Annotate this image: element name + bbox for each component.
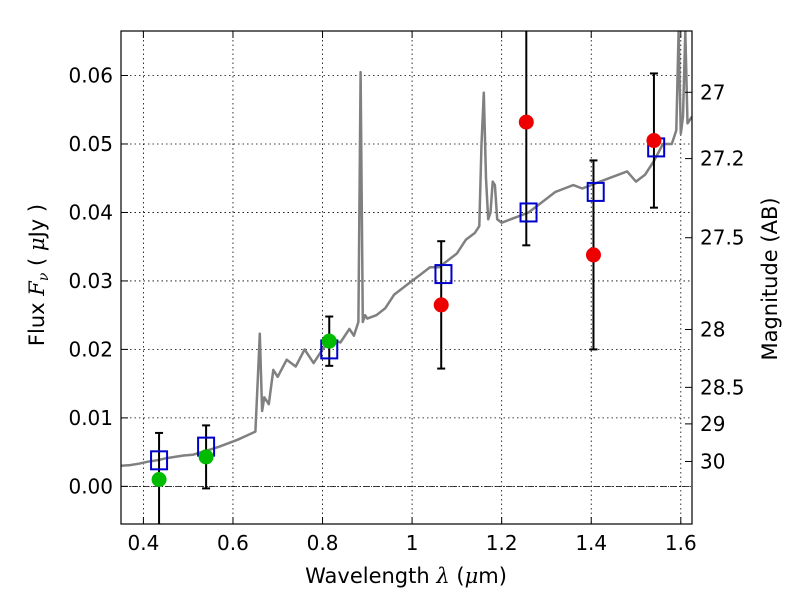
y-axis-label: Flux Fν ( μJy ): [25, 204, 52, 346]
green-data-point: [198, 449, 214, 465]
x-tick-label: 1.2: [486, 531, 518, 555]
x-tick-label: 1.4: [575, 531, 607, 555]
x-axis-label: Wavelength λ (μm): [305, 564, 507, 588]
model-square-point: [586, 181, 605, 202]
green-data-point: [321, 333, 337, 349]
y2-tick-label: 27.2: [700, 147, 745, 171]
y-tick-label: 0.01: [68, 406, 113, 430]
y-tick-label: 0.05: [68, 132, 113, 156]
x-tick-label: 1.6: [665, 531, 697, 555]
y2-tick-label: 30: [700, 449, 725, 473]
y-tick-label: 0.04: [68, 200, 113, 224]
ticks: 0.4 0.6 0.8 1 1.2 1.4 1.6 0.00 0.01 0.02 0.03 0.04 0…: [68, 31, 745, 555]
model-square-point: [150, 450, 169, 471]
plot-area: [121, 31, 692, 524]
y-tick-label: 0.00: [68, 474, 113, 498]
x-tick-label: 0.6: [217, 531, 249, 555]
x-tick-label: 1: [406, 531, 419, 555]
y2-axis-label: Magnitude (AB): [758, 197, 782, 360]
red-data-point: [433, 297, 449, 313]
y2-tick-label: 29: [700, 412, 725, 436]
red-data-point: [585, 247, 601, 263]
x-tick-label: 0.8: [307, 531, 339, 555]
axes-box: [120, 30, 693, 525]
x-tick-label: 0.4: [127, 531, 159, 555]
red-data-point: [646, 133, 662, 149]
y-tick-label: 0.02: [68, 337, 113, 361]
y2-tick-label: 27.5: [700, 226, 745, 250]
y2-tick-label: 28: [700, 317, 725, 341]
y2-tick-label: 27: [700, 80, 725, 104]
axes-frame: [120, 30, 693, 525]
spectrum-line: [121, 31, 692, 468]
y-tick-label: 0.03: [68, 269, 113, 293]
model-square-point: [519, 202, 538, 223]
model-square-point: [434, 264, 453, 285]
y-tick-label: 0.06: [68, 64, 113, 88]
red-data-point: [518, 114, 534, 130]
grid: [121, 31, 692, 524]
green-data-point: [151, 471, 167, 487]
y2-tick-label: 28.5: [700, 375, 745, 399]
